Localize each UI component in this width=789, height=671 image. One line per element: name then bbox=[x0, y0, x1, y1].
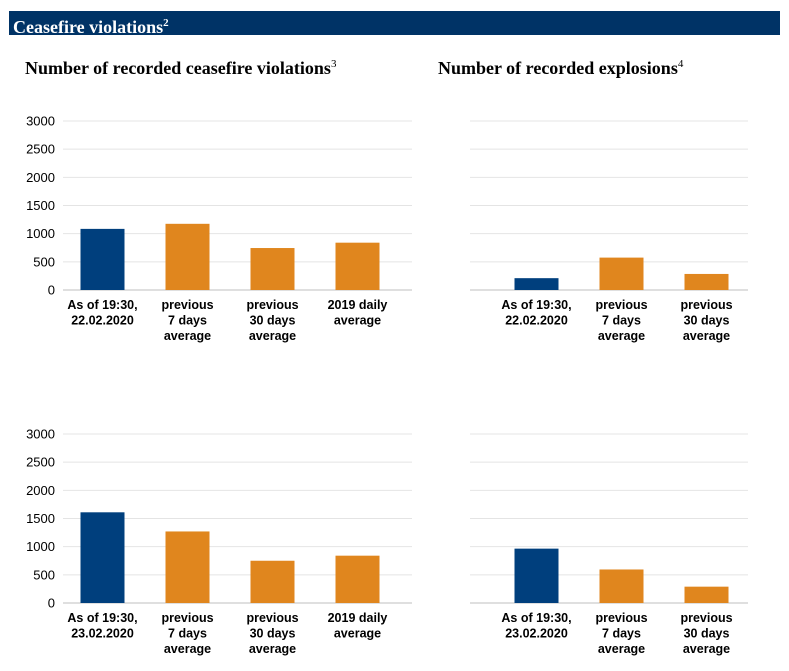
violations-22-category-label-line: previous bbox=[161, 298, 213, 312]
violations-23-category-label: previous 7 days average bbox=[161, 611, 213, 656]
explosions-22-category-label-line: average bbox=[683, 329, 730, 343]
explosions-22-category-label-line: previous bbox=[680, 298, 732, 312]
violations-22-y-tick-label: 1500 bbox=[26, 198, 55, 213]
explosions-23-category-label-line: previous bbox=[595, 611, 647, 625]
violations-23-y-tick-label: 2000 bbox=[26, 483, 55, 498]
violations-22-y-tick-label: 1000 bbox=[26, 226, 55, 241]
violations-23-category-label: previous 30 days average bbox=[246, 611, 298, 656]
explosions-22-category-label-line: As of 19:30, bbox=[501, 298, 571, 312]
violations-23-category-label-line: previous bbox=[246, 611, 298, 625]
violations-23-category-label-line: 2019 daily bbox=[328, 611, 388, 625]
explosions-23-bar bbox=[599, 569, 644, 603]
violations-23-bar bbox=[250, 560, 295, 603]
violations-23-bar bbox=[335, 555, 380, 603]
explosions-23-bar bbox=[684, 586, 729, 603]
violations-23-category-label-line: average bbox=[249, 642, 296, 656]
violations-22-y-tick-label: 2000 bbox=[26, 170, 55, 185]
violations-23-category-label-line: 23.02.2020 bbox=[71, 627, 134, 641]
banner-title: Ceasefire violations bbox=[13, 17, 164, 37]
violations-22-category-label-line: previous bbox=[246, 298, 298, 312]
explosions-23-category-label-line: 7 days bbox=[602, 627, 641, 641]
section-banner: Ceasefire violations2 bbox=[9, 11, 780, 37]
explosions-22-category-label: previous 30 days average bbox=[680, 298, 732, 343]
explosions-23-bar bbox=[514, 548, 559, 603]
violations-23-category-label-line: previous bbox=[161, 611, 213, 625]
violations-chart-title: Number of recorded ceasefire violations3 bbox=[25, 58, 336, 79]
banner-footnote: 2 bbox=[163, 17, 169, 29]
violations-22-category-label-line: average bbox=[249, 329, 296, 343]
violations-22-category-label: previous 30 days average bbox=[246, 298, 298, 343]
explosions-23-category-label-line: 30 days bbox=[684, 627, 730, 641]
explosions-22-bar bbox=[514, 278, 559, 290]
violations-title-text: Number of recorded ceasefire violations bbox=[25, 58, 331, 78]
violations-23-y-tick-label: 1500 bbox=[26, 511, 55, 526]
violations-22-category-label-line: 30 days bbox=[250, 314, 296, 328]
explosions-22-category-label-line: 22.02.2020 bbox=[505, 314, 568, 328]
violations-22-category-label-line: average bbox=[334, 314, 381, 328]
explosions-23-category-label: previous 7 days average bbox=[595, 611, 647, 656]
violations-22-y-tick-label: 0 bbox=[48, 283, 55, 298]
violations-22-category-label: 2019 daily average bbox=[328, 298, 388, 328]
violations-22-bar bbox=[165, 223, 210, 290]
violations-23-bar bbox=[80, 512, 125, 603]
explosions-22-category-label-line: 30 days bbox=[684, 314, 730, 328]
violations-22-category-label-line: 2019 daily bbox=[328, 298, 388, 312]
violations-23-category-label-line: average bbox=[334, 627, 381, 641]
violations-23-category-label-line: average bbox=[164, 642, 211, 656]
explosions-22-category-label: previous 7 days average bbox=[595, 298, 647, 343]
violations-22-category-label: As of 19:30, 22.02.2020 bbox=[67, 298, 137, 328]
explosions-22-category-label-line: previous bbox=[595, 298, 647, 312]
violations-23-y-tick-label: 1000 bbox=[26, 539, 55, 554]
violations-22-category-label-line: 7 days bbox=[168, 314, 207, 328]
violations-22-y-tick-label: 500 bbox=[33, 254, 55, 269]
explosions-23-category-label-line: 23.02.2020 bbox=[505, 627, 568, 641]
violations-22-category-label: previous 7 days average bbox=[161, 298, 213, 343]
violations-22-bar bbox=[250, 248, 295, 290]
violations-22-y-tick-label: 3000 bbox=[26, 114, 55, 129]
explosions-chart-title: Number of recorded explosions4 bbox=[438, 58, 683, 79]
explosions-22-category-label-line: 7 days bbox=[602, 314, 641, 328]
violations-23-y-tick-label: 2500 bbox=[26, 455, 55, 470]
explosions-22-category-label: As of 19:30, 22.02.2020 bbox=[501, 298, 571, 328]
violations-23-y-tick-label: 3000 bbox=[26, 427, 55, 442]
violations-23-category-label: 2019 daily average bbox=[328, 611, 388, 641]
violations-22-y-tick-label: 2500 bbox=[26, 142, 55, 157]
violations-22-bar bbox=[80, 228, 125, 290]
violations-22-category-label-line: average bbox=[164, 329, 211, 343]
explosions-23-category-label-line: average bbox=[598, 642, 645, 656]
violations-title-footnote: 3 bbox=[330, 58, 337, 70]
explosions-22-category-label-line: average bbox=[598, 329, 645, 343]
violations-23-category-label-line: As of 19:30, bbox=[67, 611, 137, 625]
violations-23-y-tick-label: 0 bbox=[48, 596, 55, 611]
explosions-title-text: Number of recorded explosions bbox=[438, 58, 678, 78]
explosions-23-category-label-line: As of 19:30, bbox=[501, 611, 571, 625]
violations-23-category-label-line: 30 days bbox=[250, 627, 296, 641]
explosions-22-bar bbox=[684, 273, 729, 290]
explosions-23-category-label: As of 19:30, 23.02.2020 bbox=[501, 611, 571, 641]
violations-22-category-label-line: 22.02.2020 bbox=[71, 314, 134, 328]
violations-23-category-label: As of 19:30, 23.02.2020 bbox=[67, 611, 137, 641]
explosions-23-category-label-line: previous bbox=[680, 611, 732, 625]
violations-23-bar bbox=[165, 531, 210, 603]
explosions-23-category-label: previous 30 days average bbox=[680, 611, 732, 656]
violations-23-category-label-line: 7 days bbox=[168, 627, 207, 641]
violations-23-y-tick-label: 500 bbox=[33, 567, 55, 582]
violations-22-bar bbox=[335, 242, 380, 290]
violations-22-category-label-line: As of 19:30, bbox=[67, 298, 137, 312]
explosions-22-bar bbox=[599, 257, 644, 290]
explosions-23-category-label-line: average bbox=[683, 642, 730, 656]
explosions-title-footnote: 4 bbox=[677, 58, 684, 70]
